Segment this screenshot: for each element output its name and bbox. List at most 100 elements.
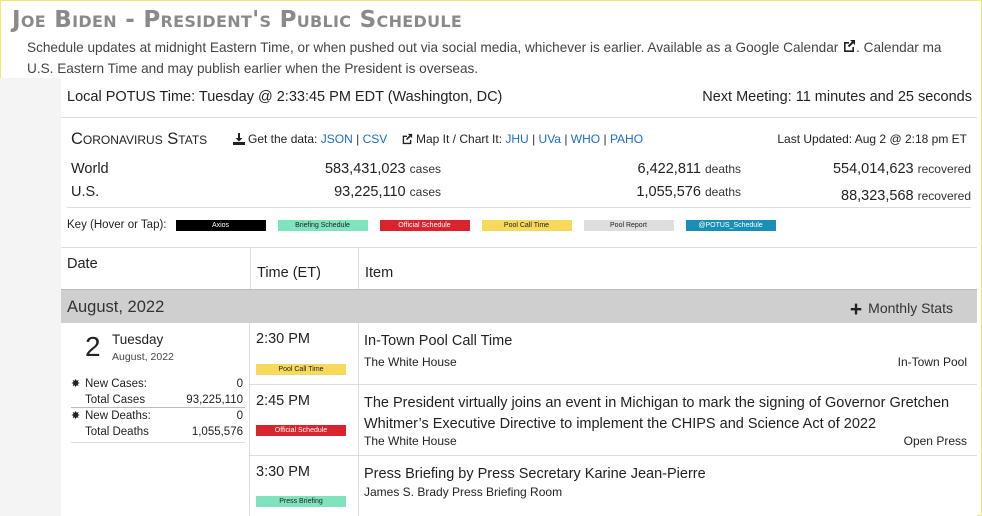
csv-link[interactable]: CSV (362, 132, 388, 146)
day-name: Tuesday (112, 332, 164, 347)
new-deaths-value: 0 (236, 410, 243, 422)
deaths-value: 1,055,576 (636, 184, 701, 200)
cases-value: 583,431,023 (324, 161, 406, 177)
intro-line2: U.S. Eastern Time and may publish earlie… (27, 61, 479, 76)
month-label: August, 2022 (67, 298, 165, 316)
map-label: Map It / Chart It: (416, 132, 503, 146)
event-title: In-Town Pool Call Time (364, 333, 513, 349)
divider (67, 207, 971, 208)
total-deaths-value: 1,055,576 (191, 426, 243, 438)
event-time: 2:45 PM (256, 393, 310, 409)
uva-link[interactable]: UVa (538, 132, 561, 146)
new-deaths-row: ✸ New Deaths: 0 (71, 408, 245, 424)
total-deaths-row: Total Deaths 1,055,576 (71, 424, 245, 440)
total-deaths-label: Total Deaths (85, 426, 149, 438)
stat-row-us: U.S. 93,225,110 cases 1,055,576 deaths 8… (67, 184, 971, 206)
stats-header: Coronavirus Stats Get the data: JSON | C… (61, 118, 977, 158)
new-cases-value: 0 (236, 378, 243, 390)
deaths-unit: deaths (704, 185, 741, 199)
cases-unit: cases (409, 162, 441, 176)
clock-row: Local POTUS Time: Tuesday @ 2:33:45 PM E… (61, 78, 977, 118)
event-location: The White House (364, 355, 457, 369)
get-data: Get the data: JSON | CSV (233, 132, 387, 148)
day-stats: ✸ New Cases: 0 Total Cases 93,225,110 ✸ … (71, 376, 245, 440)
recovered-value: 88,323,568 (841, 188, 914, 204)
map-chart: Map It / Chart It: JHU | UVa | WHO | PAH… (401, 132, 643, 148)
deaths-value: 6,422,811 (637, 161, 701, 177)
event-badge[interactable]: Official Schedule (256, 425, 346, 436)
plus-icon: + (849, 298, 863, 321)
page-title: Joe Biden - President's Public Schedule (12, 7, 463, 33)
new-cases-row: ✸ New Cases: 0 (71, 376, 245, 392)
total-cases-row: Total Cases 93,225,110 (71, 392, 245, 408)
monthly-stats-label: Monthly Stats (868, 300, 953, 316)
column-divider (358, 456, 359, 516)
jhu-link[interactable]: JHU (505, 132, 529, 146)
left-gutter (0, 78, 61, 516)
event-time: 3:30 PM (256, 464, 310, 480)
legend-key: Key (Hover or Tap): Axios Briefing Sched… (67, 219, 788, 231)
event-location: James S. Brady Press Briefing Room (364, 485, 563, 499)
intro-text: Schedule updates at midnight Eastern Tim… (27, 37, 982, 79)
event-row[interactable]: 2:30 PM Pool Call Time In-Town Pool Call… (250, 323, 977, 385)
key-axios[interactable]: Axios (175, 219, 266, 231)
stats-title: Coronavirus Stats (71, 130, 208, 148)
external-link-icon[interactable] (842, 38, 856, 52)
total-cases-value: 93,225,110 (186, 394, 243, 406)
day-month: August, 2022 (112, 351, 174, 363)
stat-row-world: World 583,431,023 cases 6,422,811 deaths… (67, 161, 971, 183)
day-number: 2 (85, 331, 101, 362)
intro-line1-b: . Calendar ma (856, 40, 942, 55)
event-title: Press Briefing by Press Secretary Karine… (364, 466, 706, 482)
key-potus-schedule[interactable]: @POTUS_Schedule (685, 219, 776, 231)
deaths-unit: deaths (704, 162, 741, 176)
recovered-value: 554,014,623 (832, 161, 914, 177)
event-row[interactable]: 3:30 PM Press Briefing Press Briefing by… (250, 456, 977, 516)
month-bar: August, 2022 + Monthly Stats (61, 289, 977, 323)
separator: | (532, 132, 536, 146)
event-coverage: In-Town Pool (897, 355, 967, 369)
event-badge[interactable]: Pool Call Time (256, 364, 346, 375)
virus-icon: ✸ (71, 410, 81, 422)
time-column-header: Time (ET) (250, 248, 358, 290)
intro-line1-a: Schedule updates at midnight Eastern Tim… (27, 40, 839, 55)
column-divider (358, 323, 359, 384)
who-link[interactable]: WHO (570, 132, 601, 146)
last-updated: Last Updated: Aug 2 @ 2:18 pm ET (777, 132, 967, 146)
virus-icon: ✸ (71, 378, 81, 390)
monthly-stats-button[interactable]: + Monthly Stats (850, 298, 953, 322)
external-link-icon (401, 133, 413, 148)
new-deaths-label: New Deaths: (85, 410, 151, 422)
key-pool-call-time[interactable]: Pool Call Time (481, 219, 572, 231)
event-row[interactable]: 2:45 PM Official Schedule The President … (250, 385, 977, 456)
cases-value: 93,225,110 (334, 184, 406, 200)
total-cases-label: Total Cases (85, 394, 146, 406)
local-time: Local POTUS Time: Tuesday @ 2:33:45 PM E… (67, 89, 503, 105)
get-data-label: Get the data: (248, 132, 318, 146)
key-briefing-schedule[interactable]: Briefing Schedule (277, 219, 368, 231)
divider (71, 442, 245, 443)
recovered-unit: recovered (917, 189, 971, 203)
event-title: The President virtually joins an event i… (364, 395, 950, 432)
key-official-schedule[interactable]: Official Schedule (379, 219, 470, 231)
json-link[interactable]: JSON (320, 132, 353, 146)
event-coverage: Open Press (903, 434, 967, 448)
table-header: Date Time (ET) Item (61, 247, 977, 290)
event-location: The White House (364, 434, 457, 448)
region-label: U.S. (71, 184, 100, 200)
event-time: 2:30 PM (256, 331, 310, 347)
download-icon (233, 133, 245, 148)
date-column-header: Date (67, 256, 98, 272)
item-column-header: Item (358, 248, 977, 290)
separator: | (603, 132, 607, 146)
region-label: World (71, 161, 109, 177)
separator: | (356, 132, 360, 146)
event-badge[interactable]: Press Briefing (256, 496, 346, 507)
schedule-panel: Local POTUS Time: Tuesday @ 2:33:45 PM E… (61, 78, 977, 516)
day-cell: 2 Tuesday August, 2022 ✸ New Cases: 0 To… (61, 323, 250, 516)
paho-link[interactable]: PAHO (609, 132, 644, 146)
key-pool-report[interactable]: Pool Report (583, 219, 674, 231)
next-meeting: Next Meeting: 11 minutes and 25 seconds (702, 89, 972, 105)
separator: | (564, 132, 568, 146)
recovered-unit: recovered (917, 162, 971, 176)
